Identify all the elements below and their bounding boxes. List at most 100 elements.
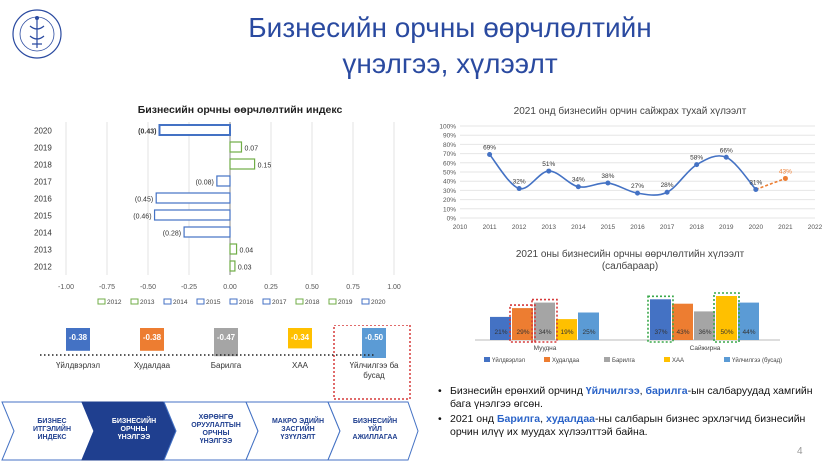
expect-highlight-box bbox=[647, 295, 674, 343]
line-point bbox=[605, 180, 611, 186]
index-legend-label: 2014 bbox=[173, 299, 188, 306]
line-x-tick: 2021 bbox=[778, 224, 793, 231]
expect-bar bbox=[650, 299, 671, 340]
index-bar bbox=[229, 260, 236, 272]
process-step-4[interactable]: МАКРО ЭДИЙН ЗАСГИЙН ҮЗҮҮЛЭЛТ bbox=[260, 398, 336, 462]
process-step-1[interactable]: БИЗНЕС ИТГЭЛИЙН ИНДЕКС bbox=[14, 398, 90, 462]
line-value-label: 51% bbox=[542, 161, 555, 168]
sector-category-label: Үйлчилгээ ба bbox=[350, 361, 399, 370]
line-x-tick: 2014 bbox=[571, 224, 586, 231]
expect-bar bbox=[534, 302, 555, 340]
bullet-1: Бизнесийн ерөнхий орчинд Үйлчилгээ, бари… bbox=[436, 385, 820, 411]
expect-value-label: 29% bbox=[516, 329, 529, 336]
process-step-2-label: БИЗНЕСИЙН ОРЧНЫ ҮНЭЛГЭЭ bbox=[111, 418, 157, 441]
bullet-2-mid: , bbox=[540, 413, 546, 425]
index-y-tick: 2015 bbox=[34, 212, 52, 221]
expect-highlight-box bbox=[713, 292, 740, 343]
expect-legend-swatch bbox=[544, 357, 550, 362]
index-legend-label: 2019 bbox=[338, 299, 353, 306]
expect-legend-label: Үйлдвэрлэл bbox=[492, 357, 526, 364]
index-legend-swatch bbox=[295, 298, 304, 305]
line-x-tick: 2015 bbox=[601, 224, 616, 231]
sector-chart: -0.38 Үйлдвэрлэл -0.38 Худалдаа -0.47 Барилга… bbox=[40, 325, 411, 400]
bullet-2-pre: 2021 онд bbox=[450, 413, 497, 425]
line-y-tick: 60% bbox=[443, 160, 456, 167]
line-x-tick: 2011 bbox=[483, 224, 497, 231]
sector-value-label: -0.38 bbox=[69, 333, 88, 342]
expect-value-label: 43% bbox=[676, 329, 689, 336]
expect-bar bbox=[578, 312, 599, 340]
line-x-tick: 2017 bbox=[660, 224, 675, 231]
index-legend-swatch bbox=[97, 298, 106, 305]
line-value-label: 28% bbox=[661, 182, 674, 189]
expect-value-label: 37% bbox=[654, 329, 667, 336]
expect-legend-label: Үйлчилгээ (бусад) bbox=[732, 357, 782, 364]
index-y-tick: 2019 bbox=[34, 144, 52, 153]
sector-bar bbox=[288, 328, 312, 349]
expect-bar bbox=[716, 296, 737, 340]
index-value-label: (0.45) bbox=[135, 197, 153, 204]
sector-bar bbox=[362, 328, 386, 358]
index-value-label: 0.04 bbox=[240, 248, 254, 255]
expect-value-label: 50% bbox=[720, 329, 733, 336]
summary-bullets: Бизнесийн ерөнхий орчинд Үйлчилгээ, бари… bbox=[436, 385, 820, 441]
line-x-tick: 2019 bbox=[719, 224, 734, 231]
line-value-label: 32% bbox=[513, 179, 526, 186]
expect-bar bbox=[738, 302, 759, 340]
index-legend-label: 2020 bbox=[371, 299, 386, 306]
sector-bar bbox=[140, 328, 164, 351]
index-x-tick: 0.00 bbox=[223, 284, 237, 291]
expect-bar bbox=[512, 308, 533, 340]
index-bar bbox=[216, 175, 231, 187]
index-value-label: 0.07 bbox=[244, 146, 258, 153]
line-value-label: 31% bbox=[749, 179, 762, 186]
bullet-1-hl2: барилга bbox=[645, 385, 688, 397]
sector-category-label: Барилга bbox=[211, 361, 242, 370]
index-x-tick: -0.50 bbox=[140, 284, 156, 291]
expect-legend-label: ХАА bbox=[672, 358, 684, 364]
sector-value-label: -0.34 bbox=[291, 333, 310, 342]
line-point bbox=[635, 190, 640, 196]
sector-highlight-box bbox=[333, 325, 411, 400]
line-value-label: 27% bbox=[631, 183, 644, 190]
index-value-label: 0.15 bbox=[258, 163, 272, 170]
process-step-4-label: МАКРО ЭДИЙН ЗАСГИЙН ҮЗҮҮЛЭЛТ bbox=[271, 418, 325, 441]
index-y-tick: 2012 bbox=[34, 263, 52, 272]
index-x-tick: -0.75 bbox=[99, 284, 115, 291]
process-step-5[interactable]: БИЗНЕСИЙН ҮЙЛ АЖИЛЛАГАА bbox=[340, 398, 410, 462]
expect-legend-swatch bbox=[604, 357, 610, 362]
expect-value-label: 19% bbox=[560, 329, 573, 336]
line-x-tick: 2022 bbox=[808, 224, 823, 231]
index-x-tick: 1.00 bbox=[387, 284, 401, 291]
line-value-label: 69% bbox=[483, 145, 496, 152]
index-bar bbox=[229, 158, 256, 170]
index-bar bbox=[158, 124, 231, 136]
line-x-tick: 2012 bbox=[512, 224, 527, 231]
expect-title-sub: (салбараар) bbox=[601, 261, 659, 272]
chamber-logo bbox=[12, 9, 62, 59]
index-x-tick: -1.00 bbox=[58, 284, 74, 291]
expect-legend-swatch bbox=[484, 357, 490, 362]
index-y-tick: 2020 bbox=[34, 127, 52, 136]
index-x-tick: 0.75 bbox=[346, 284, 360, 291]
process-step-1-label: БИЗНЕС ИТГЭЛИЙН ИНДЕКС bbox=[32, 418, 72, 441]
line-chart-title: 2021 онд бизнесийн орчин сайжрах тухай х… bbox=[513, 106, 747, 117]
title-line-2: үнэлгээ, хүлээлт bbox=[342, 48, 558, 79]
line-y-tick: 30% bbox=[443, 188, 456, 195]
index-legend-swatch bbox=[163, 298, 172, 305]
index-legend-swatch bbox=[361, 298, 370, 305]
index-bar bbox=[183, 226, 231, 238]
sector-value-label: -0.50 bbox=[365, 333, 384, 342]
sector-value-label: -0.47 bbox=[217, 333, 236, 342]
line-value-label: 66% bbox=[720, 147, 733, 154]
index-chart-title: Бизнесийн орчны өөрчлөлтийн индекс bbox=[137, 104, 343, 116]
line-y-tick: 80% bbox=[443, 142, 456, 149]
bullet-2-post: -ны салбарын бизнес эрхлэгчид бизнесийн … bbox=[450, 413, 806, 438]
line-value-label: 43% bbox=[779, 168, 792, 175]
index-legend-swatch bbox=[196, 298, 205, 305]
line-y-tick: 20% bbox=[443, 197, 456, 204]
process-step-3[interactable]: ХӨРӨНГӨ ОРУУЛАЛТЫН ОРЧНЫ ҮНЭЛГЭЭ bbox=[178, 398, 254, 462]
expect-category-label: Сайжирна bbox=[690, 344, 721, 352]
process-step-2[interactable]: БИЗНЕСИЙН ОРЧНЫ ҮНЭЛГЭЭ bbox=[96, 398, 172, 462]
index-legend-swatch bbox=[229, 298, 238, 305]
